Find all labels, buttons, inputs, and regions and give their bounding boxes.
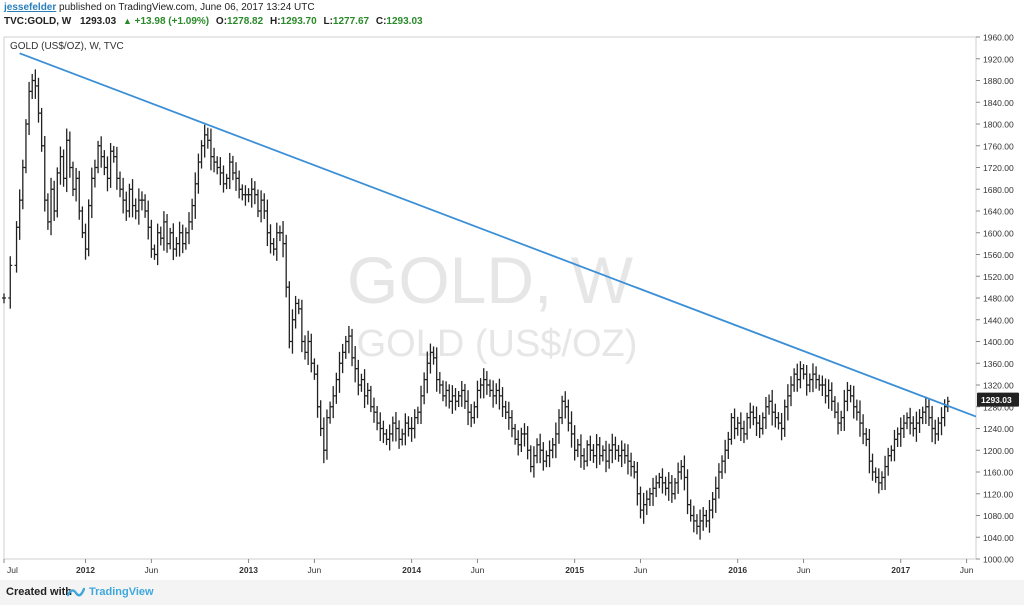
x-tick-label: 2012 (76, 565, 95, 575)
ohlc-bar (8, 256, 13, 309)
y-tick-label: 1720.00 (983, 163, 1014, 173)
x-tick-label: 2014 (402, 565, 421, 575)
created-with-label: Created with (6, 586, 73, 598)
y-tick-label: 1840.00 (983, 98, 1014, 108)
y-tick-label: 1760.00 (983, 141, 1014, 151)
y-tick-label: 1640.00 (983, 207, 1014, 217)
y-axis: 1960.00 1920.00 1880.00 1840.00 1800.00 1760.… (976, 33, 1014, 565)
close-value: 1293.03 (386, 16, 423, 27)
y-tick-label: 1080.00 (983, 511, 1014, 521)
y-tick-label: 1480.00 (983, 294, 1014, 304)
tradingview-brand-link[interactable]: TradingView (89, 586, 154, 598)
author-link[interactable]: jessefelder (4, 2, 57, 13)
ohlc-series (2, 69, 950, 540)
y-tick-label: 1440.00 (983, 315, 1014, 325)
watermark-symbol: GOLD, W (347, 243, 634, 317)
close-label: C: (375, 16, 387, 27)
x-tick-label: 2013 (239, 565, 258, 575)
chart-legend-label: GOLD (US$/OZ), W, TVC (10, 41, 124, 52)
x-tick-label: 2015 (565, 565, 584, 575)
x-tick-label: Jun (797, 565, 811, 575)
last-price-marker: 1293.03 (977, 392, 1019, 407)
price-chart[interactable]: GOLD, W GOLD (US$/OZ) GOLD (US$/OZ), W, TV… (0, 31, 1024, 576)
open-value: 1278.82 (227, 16, 264, 27)
ohlc-bar (945, 396, 950, 413)
y-tick-label: 1000.00 (983, 555, 1014, 565)
y-tick-label: 1200.00 (983, 446, 1014, 456)
up-arrow-icon: ▲ (122, 16, 132, 26)
quote-line: TVC:GOLD, W 1293.03 ▲ +13.98 (+1.09%) O:… (4, 15, 423, 28)
x-tick-label: Jun (308, 565, 322, 575)
x-tick-label: Jun (634, 565, 648, 575)
y-tick-label: 1960.00 (983, 33, 1014, 43)
y-tick-label: 1400.00 (983, 337, 1014, 347)
symbol-label: TVC:GOLD, W (4, 16, 72, 27)
plot-frame (3, 36, 977, 560)
y-tick-label: 1360.00 (983, 359, 1014, 369)
open-label: O: (215, 16, 228, 27)
y-tick-label: 1240.00 (983, 424, 1014, 434)
x-tick-label: 2017 (891, 565, 910, 575)
x-tick-label: Jun (960, 565, 974, 575)
chart-header: jessefelder published on TradingView.com… (0, 0, 1024, 30)
y-tick-label: 1880.00 (983, 76, 1014, 86)
y-tick-label: 1040.00 (983, 533, 1014, 543)
low-value: 1277.67 (332, 16, 370, 27)
y-tick-label: 1320.00 (983, 381, 1014, 391)
y-tick-label: 1800.00 (983, 120, 1014, 130)
footer-bar: Created with TradingView (0, 580, 1024, 605)
y-tick-label: 1600.00 (983, 228, 1014, 238)
last-price-label: 1293.03 (981, 395, 1012, 405)
x-axis: Jul 2012 Jun 2013 Jun 2014 Jun 2015 Jun 2016 Jun 20… (3, 559, 974, 575)
high-label: H: (269, 16, 281, 27)
x-tick-label: Jun (145, 565, 159, 575)
high-value: 1293.70 (280, 16, 317, 27)
published-text: published on TradingView.com, June 06, 2… (59, 2, 315, 13)
publisher-line: jessefelder published on TradingView.com… (4, 1, 315, 14)
x-tick-label: 2016 (728, 565, 747, 575)
low-label: L: (323, 16, 333, 27)
x-tick-label: Jul (7, 565, 18, 575)
y-tick-label: 1160.00 (983, 468, 1013, 478)
y-tick-label: 1280.00 (983, 402, 1014, 412)
y-tick-label: 1120.00 (983, 489, 1013, 499)
chart-area[interactable]: GOLD, W GOLD (US$/OZ) GOLD (US$/OZ), W, TV… (0, 31, 1024, 576)
x-tick-label: Jun (471, 565, 485, 575)
watermark-name: GOLD (US$/OZ) (357, 323, 638, 365)
y-tick-label: 1520.00 (983, 272, 1014, 282)
change-value: +13.98 (+1.09%) (134, 16, 210, 27)
trendline (19, 52, 977, 418)
last-price-box (977, 392, 1019, 407)
y-tick-label: 1560.00 (983, 250, 1014, 260)
y-tick-label: 1680.00 (983, 185, 1014, 195)
y-tick-label: 1920.00 (983, 54, 1014, 64)
tradingview-logo-icon[interactable] (67, 585, 85, 599)
last-price: 1293.03 (80, 16, 117, 27)
ohlc-bar (2, 293, 6, 304)
